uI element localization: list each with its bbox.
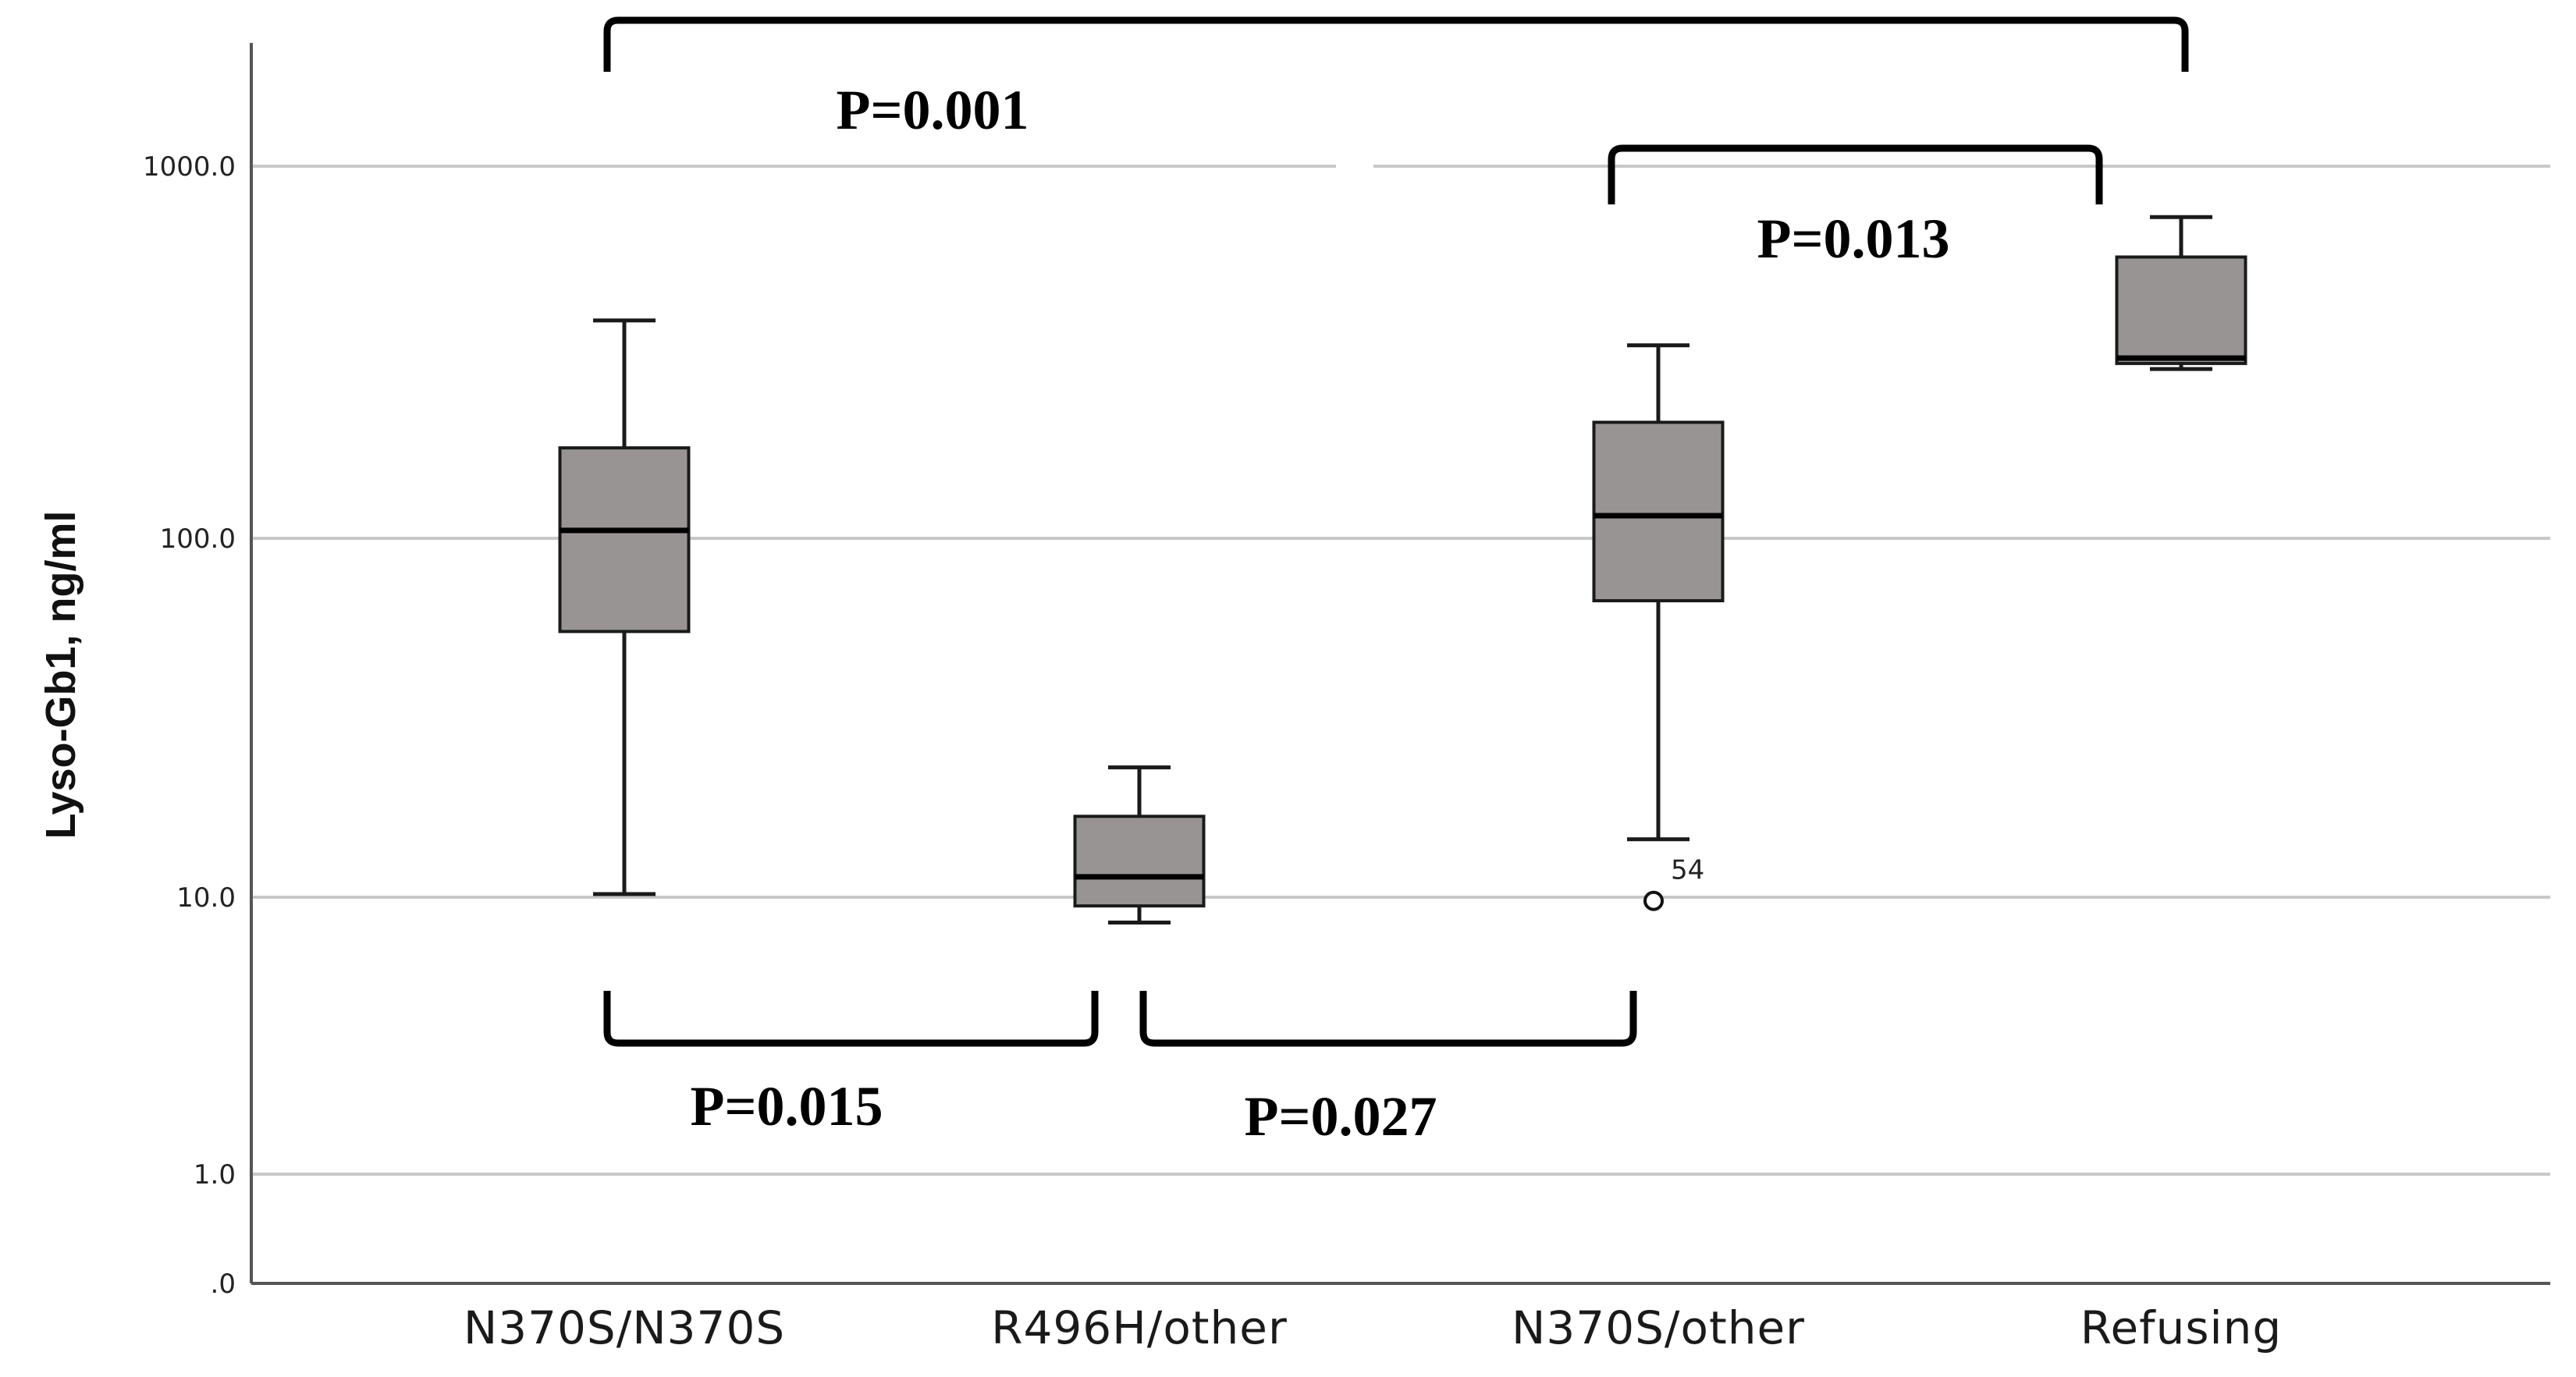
box-iqr [1073,814,1206,908]
outlier-point [1643,890,1664,911]
box-plot [558,318,691,896]
y-axis-label: Lyso-Gb1, ng/ml [37,510,84,839]
p-value-label: P=0.013 [1757,208,1949,270]
x-tick-label: N370S/other [1512,1301,1805,1354]
p-value-label: P=0.027 [1244,1085,1437,1148]
y-tick-label: 100.0 [160,523,236,555]
y-tick-label: 10.0 [176,882,236,914]
box-plot [1073,765,1206,925]
box-iqr [558,446,691,633]
outlier-label: 54 [1671,855,1704,886]
axes: .0 1.0 10.0 100.0 1000.0 N370S/N370S R496H/oth… [143,43,2550,1354]
box-plots: 54 [558,215,2247,925]
x-tick-label: Refusing [2080,1301,2282,1354]
significance-bracket [603,991,1099,1047]
p-value-label: P=0.001 [836,79,1029,141]
significance-bracket [603,16,2189,72]
x-tick-label: N370S/N370S [464,1301,785,1354]
y-tick-label: 1.0 [194,1159,236,1191]
y-tick-label: 1000.0 [143,151,236,183]
significance-bracket [1608,144,2103,204]
box-iqr [1592,421,1725,603]
comparison-brackets: P=0.001 P=0.013 P=0.015 P=0.027 [603,16,2189,1148]
box-plot [2115,215,2247,371]
y-tick-label: .0 [211,1269,236,1300]
box-iqr [2115,255,2247,365]
box-plot [1592,343,1725,842]
p-value-label: P=0.015 [690,1075,883,1137]
significance-bracket [1139,991,1637,1047]
x-tick-label: R496H/other [991,1301,1288,1354]
